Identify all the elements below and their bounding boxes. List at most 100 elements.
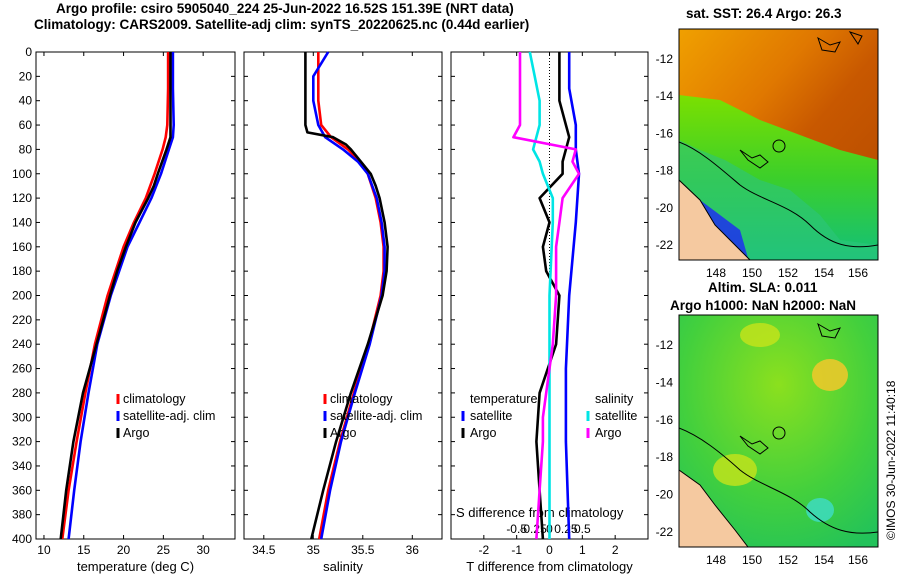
lat-tick-label: -22 xyxy=(656,238,674,252)
series-line-2 xyxy=(304,52,389,540)
y-tick-label: 280 xyxy=(12,386,32,400)
sla-map-title-line1: Altim. SLA: 0.011 xyxy=(708,280,818,295)
series-line-1 xyxy=(311,51,386,540)
y-tick-label: 200 xyxy=(12,289,32,303)
x-tick-label: 15 xyxy=(77,543,91,557)
y-tick-label: 80 xyxy=(19,142,33,156)
series-line-0 xyxy=(564,52,581,540)
sst-map-title: sat. SST: 26.4 Argo: 26.3 xyxy=(686,6,842,21)
legend-label: Argo xyxy=(470,426,496,440)
y-tick-label: 120 xyxy=(12,191,32,205)
lat-tick-label: -16 xyxy=(656,413,674,427)
series-line-0 xyxy=(61,52,170,540)
y-tick-label: 60 xyxy=(19,118,33,132)
lat-tick-label: -12 xyxy=(656,52,674,66)
chart-title-line2: Climatology: CARS2009. Satellite-adj cli… xyxy=(34,17,530,32)
legend-label: Argo xyxy=(123,426,149,440)
chart-title-line1: Argo profile: csiro 5905040_224 25-Jun-2… xyxy=(56,1,514,16)
sst-map xyxy=(678,28,879,261)
salinity-panel: 34.5 35 35.5 36 salinity climatology satellite… xyxy=(243,51,443,574)
top-axis-tick-label: 0.5 xyxy=(574,522,591,536)
axes-box xyxy=(243,51,443,540)
sla-map-lon-ticks: 148 150 152 154 156 xyxy=(706,553,868,567)
y-tick-label: 20 xyxy=(19,69,33,83)
x-tick-label: 0 xyxy=(546,543,553,557)
y-tick-label: 320 xyxy=(12,435,32,449)
y-tick-label: 360 xyxy=(12,483,32,497)
x-axis-label: salinity xyxy=(323,559,363,574)
legend-label: Argo xyxy=(595,426,621,440)
lon-tick-label: 152 xyxy=(778,553,798,567)
lat-tick-label: -12 xyxy=(656,338,674,352)
lon-tick-label: 152 xyxy=(778,266,798,280)
x-tick-label: 36 xyxy=(406,543,420,557)
lat-tick-label: -18 xyxy=(656,164,674,178)
top-axis-tick-label: 0.25 xyxy=(554,522,578,536)
top-axis-tick-label: -0.25 xyxy=(519,522,547,536)
legend-label: satellite xyxy=(470,409,512,423)
sst-map-lon-ticks: 148 150 152 154 156 xyxy=(706,266,868,280)
legend-label: climatology xyxy=(123,392,186,406)
series-line-0 xyxy=(316,52,385,540)
lon-tick-label: 150 xyxy=(742,266,762,280)
x-tick-label: 34.5 xyxy=(252,543,276,557)
legend-label: climatology xyxy=(330,392,393,406)
lon-tick-label: 148 xyxy=(706,553,726,567)
lat-tick-label: -14 xyxy=(656,89,674,103)
y-tick-label: 400 xyxy=(12,532,32,546)
sla-map-lat-ticks: -12 -14 -16 -18 -20 -22 xyxy=(656,338,674,539)
legend-label: temperature xyxy=(470,392,537,406)
lat-tick-label: -20 xyxy=(656,488,674,502)
lat-tick-label: -20 xyxy=(656,201,674,215)
y-tick-label: 0 xyxy=(25,45,32,59)
axes-box xyxy=(35,51,236,540)
legend-label: satellite-adj. clim xyxy=(123,409,215,423)
y-tick-label: 160 xyxy=(12,240,32,254)
x-axis-label: temperature (deg C) xyxy=(77,559,194,574)
x-tick-label: -1 xyxy=(511,543,522,557)
y-tick-label: 180 xyxy=(12,264,32,278)
y-tick-label: 40 xyxy=(19,94,33,108)
x-tick-label: 20 xyxy=(117,543,131,557)
y-tick-label: 260 xyxy=(12,362,32,376)
x-tick-label: 1 xyxy=(579,543,586,557)
series-line-2 xyxy=(59,52,172,540)
y-tick-label: 300 xyxy=(12,410,32,424)
y-tick-label: 140 xyxy=(12,215,32,229)
series-line-3 xyxy=(512,52,581,540)
x-axis-label: T difference from climatology xyxy=(466,559,633,574)
lon-tick-label: 148 xyxy=(706,266,726,280)
y-tick-label: 380 xyxy=(12,508,32,522)
lat-tick-label: -16 xyxy=(656,126,674,140)
legend-label: satellite-adj. clim xyxy=(330,409,422,423)
x-tick-label: 10 xyxy=(37,543,51,557)
lon-tick-label: 150 xyxy=(742,553,762,567)
legend-label: satellite xyxy=(595,409,637,423)
sst-map-lat-ticks: -12 -14 -16 -18 -20 -22 xyxy=(656,52,674,252)
x-tick-label: -2 xyxy=(478,543,489,557)
temperature-panel: 0 20 40 60 80 100 120 140 160 180 200 220 240 260 280 3… xyxy=(12,45,236,574)
x-tick-label: 2 xyxy=(612,543,619,557)
lon-tick-label: 154 xyxy=(814,266,834,280)
y-tick-label: 240 xyxy=(12,337,32,351)
y-tick-label: 100 xyxy=(12,167,32,181)
series-line-1 xyxy=(67,52,175,540)
series-line-1 xyxy=(535,52,571,540)
difference-panel: -2 -1 0 1 2 T difference from climatology -0.5… xyxy=(450,51,649,574)
top-axis-tick-label: -0.5 xyxy=(506,522,527,536)
sla-map xyxy=(678,314,879,548)
sla-map-title-line2: Argo h1000: NaN h2000: NaN xyxy=(670,298,857,313)
legend-label: salinity xyxy=(595,392,634,406)
y-tick-label: 340 xyxy=(12,459,32,473)
legend-label: Argo xyxy=(330,426,356,440)
lat-tick-label: -22 xyxy=(656,525,674,539)
lon-tick-label: 154 xyxy=(814,553,834,567)
lat-tick-label: -14 xyxy=(656,375,674,389)
lat-tick-label: -18 xyxy=(656,450,674,464)
x-tick-label: 25 xyxy=(157,543,171,557)
x-tick-label: 35.5 xyxy=(351,543,375,557)
y-tick-label: 220 xyxy=(12,313,32,327)
x-tick-label: 35 xyxy=(307,543,321,557)
lon-tick-label: 156 xyxy=(848,553,868,567)
